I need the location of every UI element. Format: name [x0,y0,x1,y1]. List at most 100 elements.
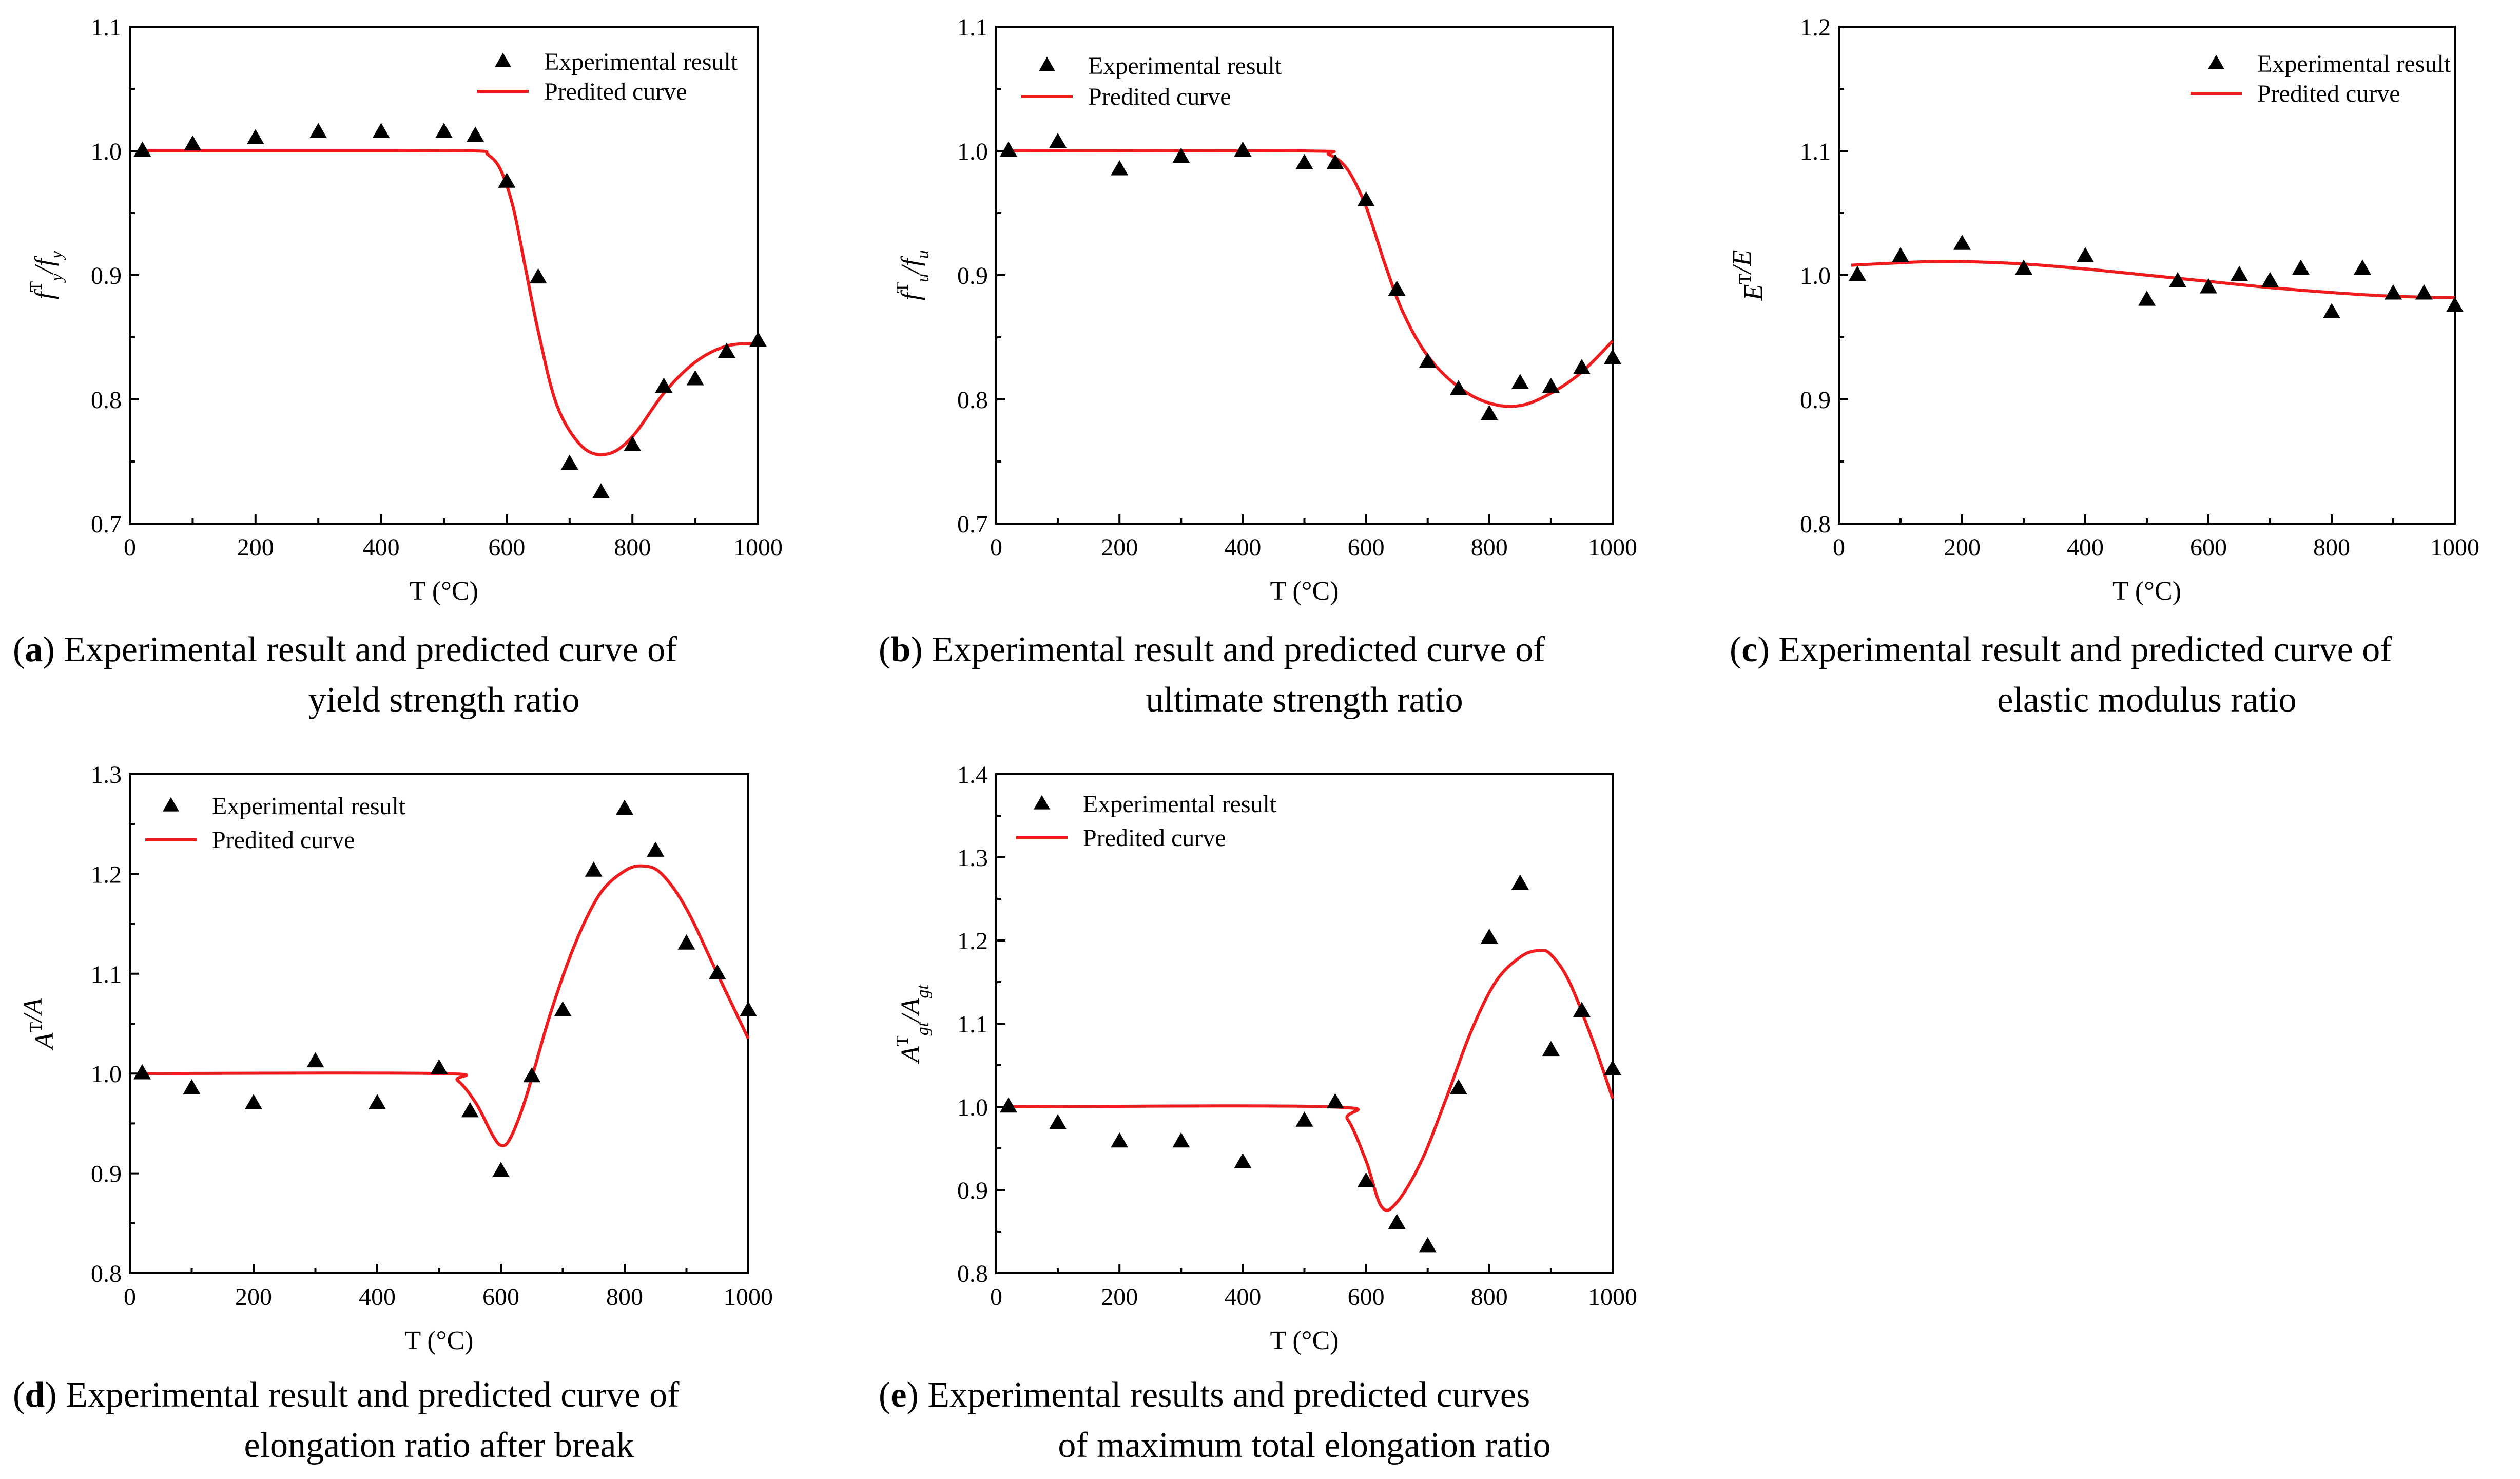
y-tick-label: 1.2 [957,928,988,955]
experimental-point [1604,1060,1621,1075]
x-tick-label: 1000 [1588,534,1637,561]
experimental-point [2446,297,2464,312]
legend-marker-icon [163,797,179,812]
legend-predicted: Predited curve [1088,83,1231,110]
y-tick-label: 0.7 [91,511,122,538]
experimental-point [1388,280,1406,296]
y-tick-label: 1.3 [957,844,988,872]
y-tick-label: 1.1 [957,1011,988,1038]
experimental-point [1357,191,1375,207]
x-tick-label: 800 [614,534,651,561]
experimental-point [708,964,726,980]
y-label-base: A [896,1046,925,1064]
y-tick-label: 1.1 [1800,138,1831,165]
y-tick-label: 0.8 [957,1260,988,1288]
experimental-point [372,123,390,138]
experimental-point [1892,247,1909,262]
y-label-sep: / [896,264,925,275]
y-tick-label: 0.8 [957,387,988,414]
x-tick-label: 800 [2313,534,2350,561]
experimental-point [1111,160,1129,176]
experimental-point [467,126,484,142]
y-tick-label: 1.2 [1800,14,1831,41]
experimental-point [2354,259,2371,275]
experimental-point [183,1079,201,1094]
experimental-point [1295,153,1313,169]
experimental-point [461,1102,479,1118]
experimental-point [435,123,453,138]
legend-predicted: Predited curve [2257,80,2400,107]
y-label-sup: T [1736,274,1755,284]
experimental-point [1234,141,1252,157]
caption-letter: d [25,1375,45,1415]
x-tick-label: 200 [235,1283,272,1311]
x-tick-label: 0 [124,534,136,561]
x-axis-label: T (°C) [405,1326,474,1355]
y-tick-label: 0.9 [91,1161,122,1188]
y-tick-label: 1.4 [957,761,988,789]
experimental-point [1326,1093,1344,1109]
y-label-sep: / [18,1012,48,1024]
experimental-point [1000,141,1018,157]
chart-d: 0 200 400 600 800 1000 0.8 0.9 1.0 1.1 1.2 1.3 T (°C… [13,761,773,1465]
experimental-point [718,342,735,358]
experimental-point [585,861,603,877]
x-tick-label: 800 [606,1283,643,1311]
y-tick-label: 0.8 [1800,511,1831,538]
x-tick-label: 200 [1944,534,1981,561]
experimental-point [1480,928,1498,944]
legend-marker-icon [1034,795,1050,810]
caption-line2: elongation ratio after break [244,1426,634,1465]
y-label-sub2: gt [914,984,933,998]
experimental-point [133,141,151,157]
experimental-point [1172,1132,1190,1148]
experimental-point [1388,1214,1406,1230]
y-label-base: A [30,1032,59,1050]
experimental-point [2415,284,2433,300]
x-tick-label: 0 [124,1283,136,1311]
experimental-point [2292,259,2310,275]
legend-experimental: Experimental result [212,793,406,820]
experimental-point [1172,147,1190,163]
experimental-point [184,135,202,151]
caption-text: Experimental result and predicted curve … [932,630,1545,669]
y-axis-label: fTu/fu [893,250,933,300]
y-label-sub2: u [914,250,933,259]
experimental-point [309,123,327,138]
x-tick-label: 600 [488,534,525,561]
chart-e: 0 200 400 600 800 1000 0.8 0.9 1.0 1.1 1.2 1.3 1.4 T … [879,761,1637,1465]
x-axis-label: T (°C) [410,577,478,606]
experimental-point [1295,1111,1313,1127]
y-tick-label: 1.0 [1800,262,1831,290]
y-label-sup: T [27,281,46,292]
experimental-point [686,370,704,386]
experimental-point [2323,303,2340,318]
y-tick-label: 1.0 [91,138,122,165]
x-tick-label: 200 [1101,534,1138,561]
predicted-curve [142,149,759,456]
experimental-point [616,799,633,815]
experimental-point [1511,374,1529,389]
legend-predicted: Predited curve [212,827,355,854]
y-label-sub2: y [47,251,66,260]
caption-text: Experimental result and predicted curve … [64,630,677,669]
y-tick-label: 0.9 [1800,387,1831,414]
x-axis-label: T (°C) [1270,1326,1339,1355]
y-tick-label: 0.9 [91,262,122,290]
caption-text: Experimental results and predicted curve… [927,1375,1530,1415]
experimental-point [1049,132,1067,148]
legend-predicted: Predited curve [544,78,687,105]
experimental-point [1111,1132,1129,1148]
caption-line2: elastic modulus ratio [1997,680,2296,720]
caption-line1: (b) Experimental result and predicted cu… [879,630,1545,669]
experimental-point [624,436,642,451]
experimental-point [1542,1041,1560,1057]
y-label-base2: E [1728,250,1757,267]
y-axis-label: fTy/fy [27,251,66,299]
y-axis-label: ET/E [1728,250,1768,301]
x-tick-label: 400 [1224,534,1261,561]
experimental-point [245,1094,262,1109]
y-tick-label: 1.0 [957,138,988,165]
experimental-point [1542,377,1560,393]
